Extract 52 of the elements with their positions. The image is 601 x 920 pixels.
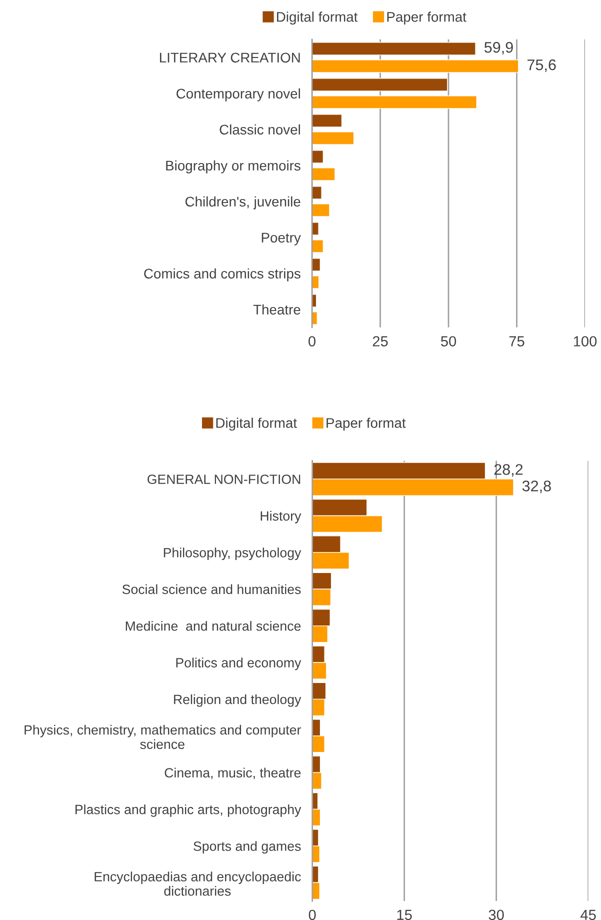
x-tick-label: 45 — [580, 910, 596, 920]
x-tick-label: 0 — [308, 336, 316, 346]
y-tick-label: Poetry — [262, 232, 301, 246]
y-tick-label: Social science and humanities — [122, 584, 301, 594]
x-tick-label: 75 — [509, 336, 524, 346]
legend-label: Paper format — [326, 418, 406, 431]
y-tick-label: Politics and economy — [176, 658, 302, 670]
x-tick-label: 0 — [308, 910, 316, 920]
y-tick-label: Theatre — [253, 304, 300, 315]
bar — [312, 240, 324, 253]
bar — [312, 78, 448, 92]
y-tick-label: Children's, juvenile — [185, 196, 300, 210]
bar — [312, 132, 354, 145]
bar — [312, 42, 476, 56]
bar — [312, 312, 318, 325]
y-tick-label: Encyclopaedias and encyclopaedic dictionaries — [94, 872, 301, 896]
bar — [312, 150, 324, 164]
data-label: 75,6 — [528, 59, 556, 72]
legend-label: Digital format — [216, 418, 297, 431]
data-label: 28,2 — [494, 464, 523, 477]
x-tick-label: 25 — [372, 336, 388, 346]
y-tick-label: Religion and theology — [174, 694, 302, 707]
y-tick-label: LITERARY CREATION — [160, 52, 300, 63]
y-tick-label: Contemporary novel — [176, 88, 300, 102]
bar — [312, 60, 519, 73]
y-tick-label: Medicine and natural science — [126, 620, 301, 631]
x-tick-label: 100 — [574, 336, 597, 346]
bar — [312, 276, 320, 289]
bar — [312, 186, 322, 200]
legend-label: Paper format — [387, 12, 466, 25]
bar — [312, 168, 336, 181]
bar — [312, 114, 342, 128]
y-tick-label: Cinema, music, theatre — [164, 768, 301, 780]
y-tick-label: Biography or memoirs — [166, 160, 300, 174]
legend-label: Digital format — [277, 12, 358, 25]
y-tick-label: Plastics and graphic arts, photography — [76, 804, 302, 817]
y-tick-label: Classic novel — [220, 124, 300, 135]
bar — [312, 204, 330, 217]
y-tick-label: Sports and games — [194, 841, 301, 854]
x-tick-label: 30 — [488, 910, 504, 920]
bar — [312, 222, 319, 236]
y-tick-label: Comics and comics strips — [144, 268, 300, 282]
y-tick-label: History — [260, 510, 302, 524]
x-tick-label: 15 — [397, 910, 412, 920]
data-label: 59,9 — [484, 42, 513, 55]
x-tick-label: 50 — [440, 336, 456, 346]
bar — [312, 96, 477, 109]
y-tick-label: GENERAL NON-FICTION — [148, 474, 300, 484]
data-label: 32,8 — [522, 480, 551, 494]
y-tick-label: Philosophy, psychology — [164, 548, 302, 560]
bar — [312, 258, 321, 272]
y-tick-label: Physics, chemistry, mathematics and computer science — [24, 724, 301, 749]
